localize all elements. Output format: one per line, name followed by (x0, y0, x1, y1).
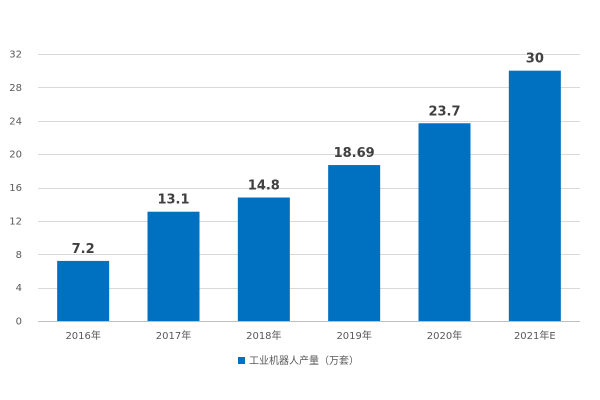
data-labels: 7.2 13.1 14.8 18.69 23.7 30 (72, 52, 544, 257)
legend-swatch (238, 357, 245, 364)
y-tick-label: 28 (9, 83, 22, 94)
bars (57, 70, 561, 321)
y-tick-label: 12 (9, 216, 22, 227)
data-label: 18.69 (334, 146, 375, 161)
x-tick-label: 2020年 (427, 329, 462, 342)
y-tick-label: 20 (9, 150, 22, 161)
bar (237, 197, 290, 321)
y-tick-label: 16 (9, 183, 22, 194)
x-tick-label: 2021年E (514, 329, 556, 342)
bar (57, 260, 110, 321)
y-tick-label: 32 (9, 50, 22, 61)
y-tick-label: 4 (16, 283, 22, 294)
data-label: 7.2 (72, 242, 95, 257)
x-tick-label: 2016年 (65, 329, 100, 342)
x-tick-label: 2017年 (156, 329, 191, 342)
bar (418, 123, 471, 321)
gridlines (38, 54, 580, 322)
data-label: 14.8 (248, 179, 280, 194)
y-tick-label: 24 (9, 116, 22, 127)
y-tick-label: 0 (16, 317, 22, 328)
legend-label: 工业机器人产量（万套） (249, 354, 359, 367)
data-label: 23.7 (428, 104, 460, 119)
y-axis-ticks: 0 4 8 12 16 20 24 28 32 (9, 50, 22, 328)
x-tick-label: 2018年 (246, 329, 281, 342)
data-label: 30 (526, 52, 544, 67)
y-tick-label: 8 (16, 250, 22, 261)
bar (147, 211, 200, 321)
data-label: 13.1 (157, 193, 189, 208)
x-axis-ticks: 2016年 2017年 2018年 2019年 2020年 2021年E (65, 329, 555, 342)
legend: 工业机器人产量（万套） (238, 354, 359, 367)
x-tick-label: 2019年 (336, 329, 371, 342)
bar (508, 70, 561, 321)
bar (328, 165, 381, 321)
